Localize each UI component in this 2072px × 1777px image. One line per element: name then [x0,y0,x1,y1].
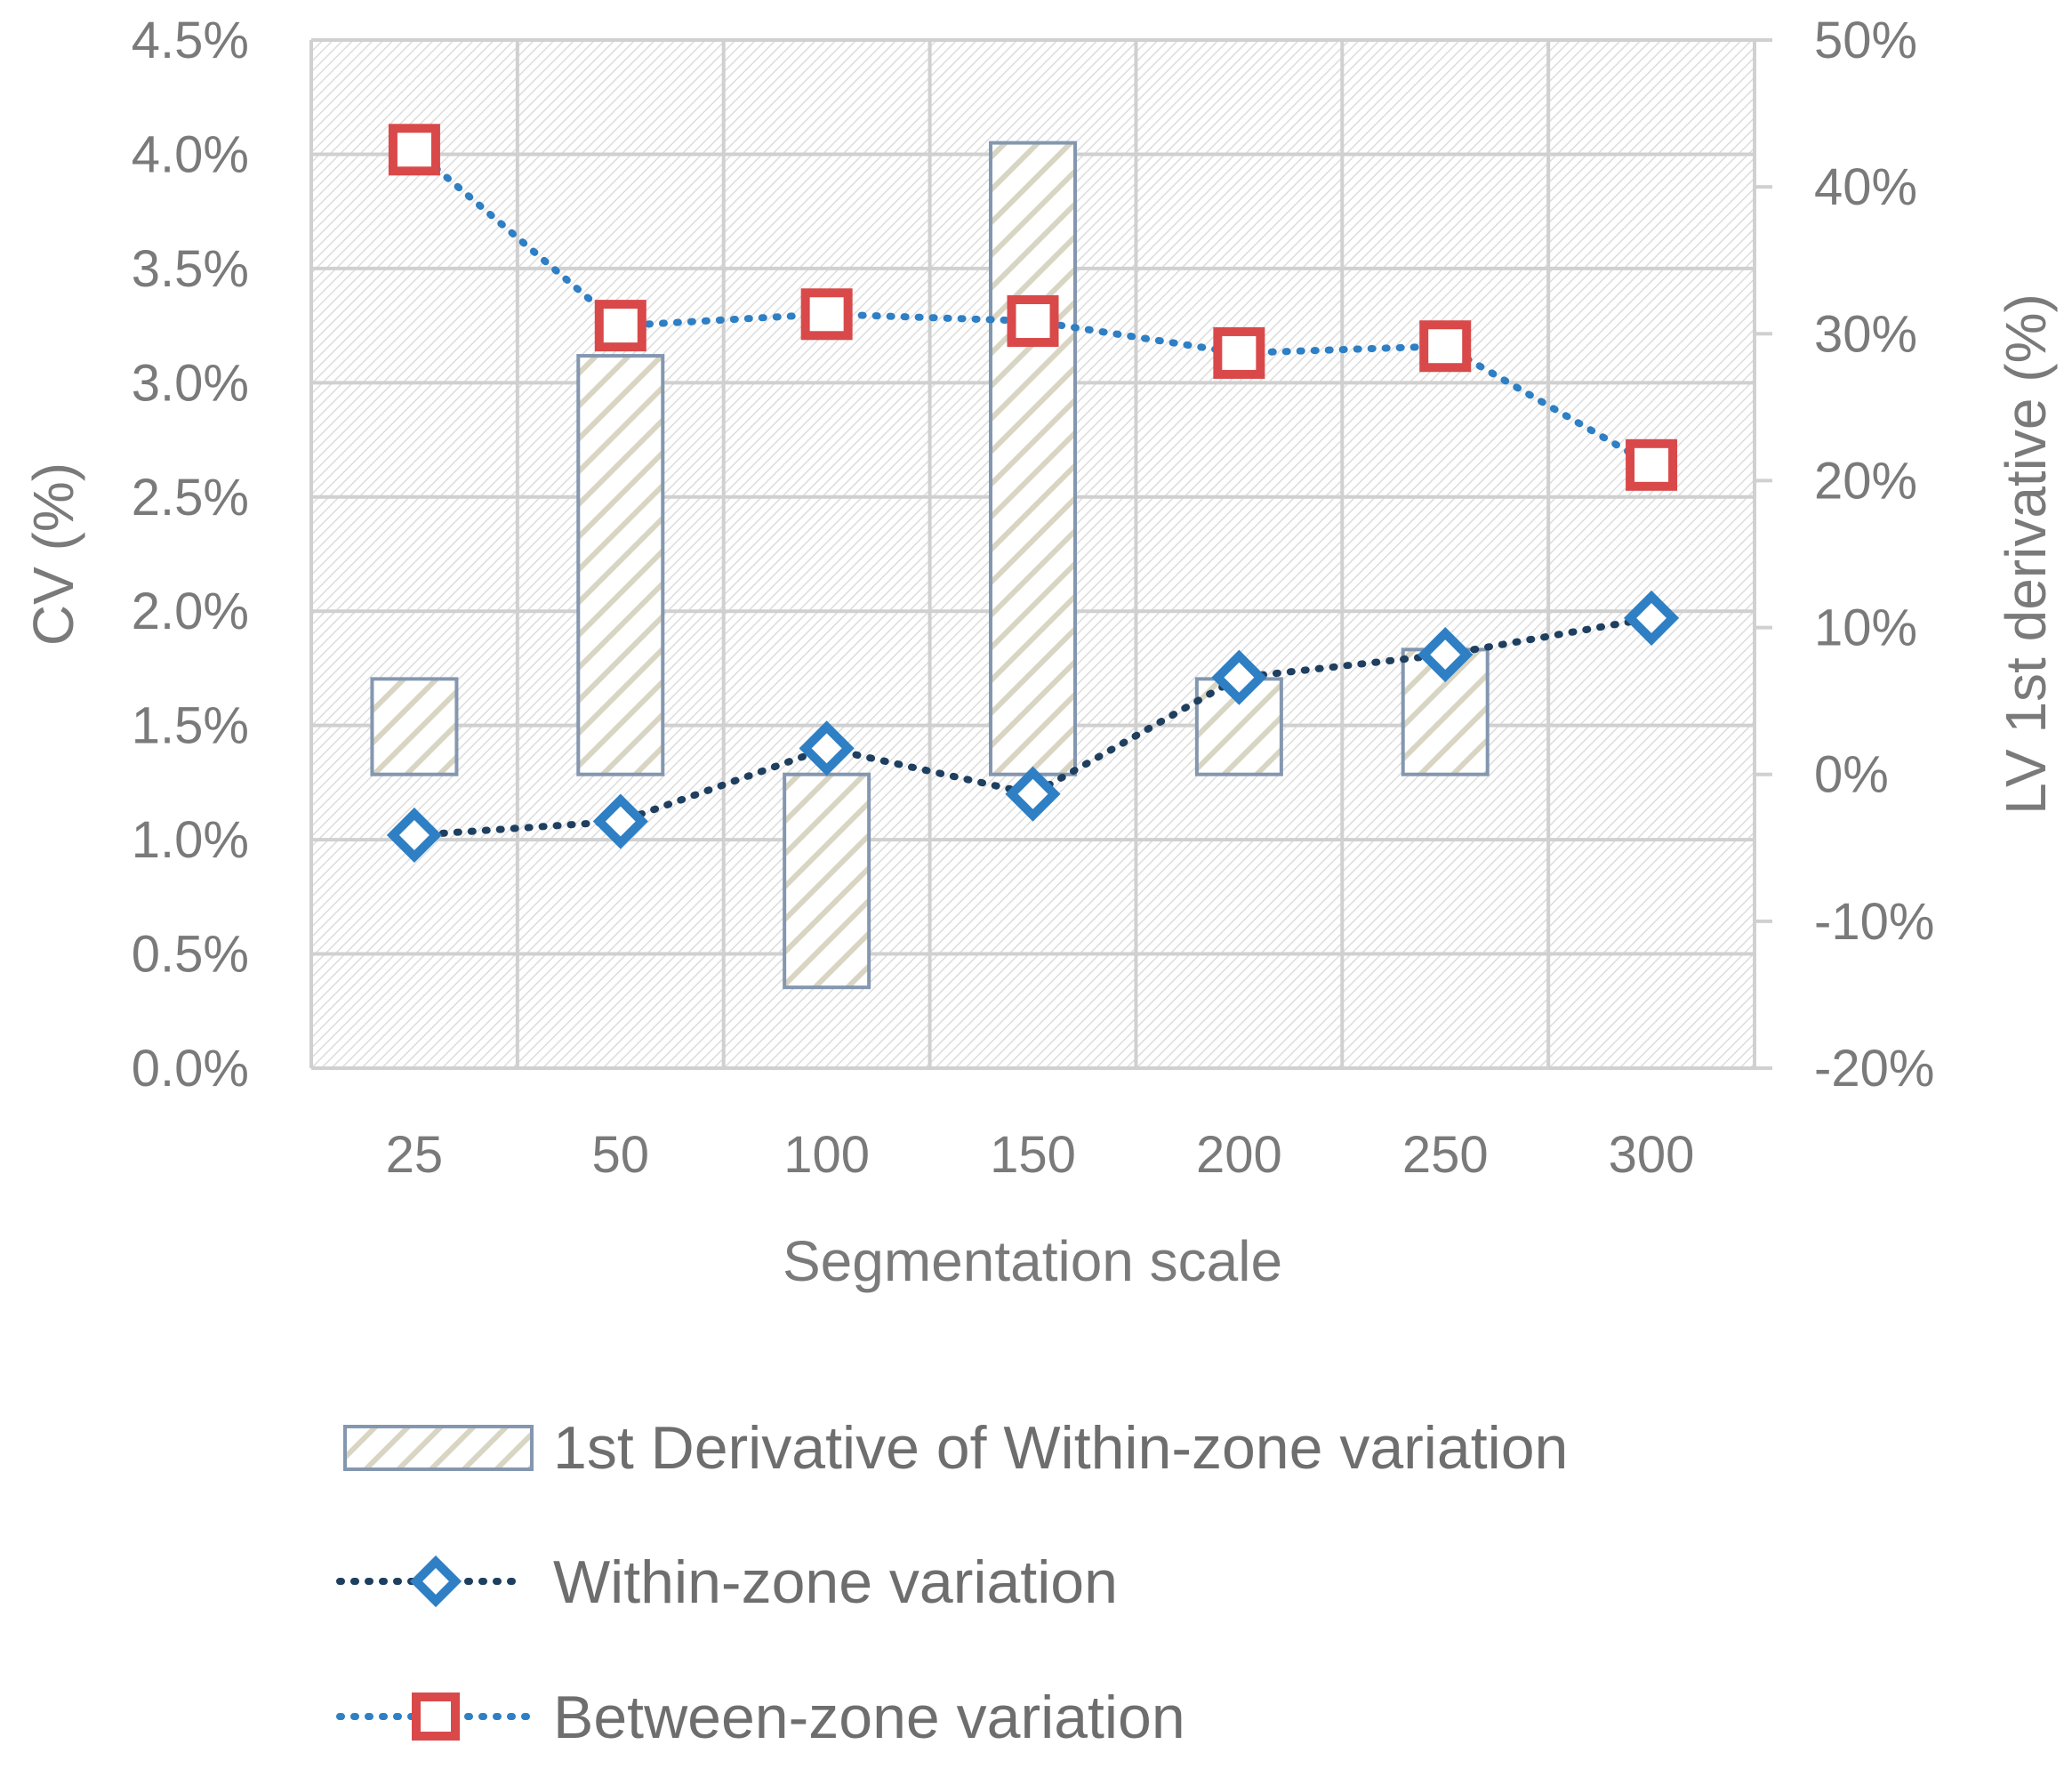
y2-tick-label: 40% [1814,158,1917,216]
y-tick-label: 3.5% [132,240,249,298]
x-axis-ticks: 25 50 100 150 200 250 300 [386,1126,1695,1184]
within-point[interactable] [1211,649,1267,705]
legend-diamond-icon [409,1555,462,1608]
between-point[interactable] [1626,438,1678,491]
between-point[interactable] [800,288,853,341]
legend-label-between: Between-zone variation [553,1684,1185,1751]
within-point[interactable] [592,793,648,849]
legend-item-within[interactable]: Within-zone variation [336,1548,1118,1616]
between-point[interactable] [1213,326,1265,379]
y-tick-label: 3.0% [132,354,249,412]
between-point[interactable] [388,124,440,176]
x-axis-title: Segmentation scale [783,1229,1282,1293]
y2-tick-label: 30% [1814,305,1917,363]
y-tick-label: 1.5% [132,697,249,755]
y-tick-label: 4.5% [132,12,249,69]
legend-item-between[interactable]: Between-zone variation [336,1684,1185,1751]
derivative-bar[interactable] [783,772,871,990]
line-series [386,124,1680,864]
legend-label-within: Within-zone variation [553,1548,1118,1616]
y-tick-label: 0.0% [132,1040,249,1098]
between-point[interactable] [1007,294,1059,347]
y-tick-label: 0.5% [132,926,249,984]
x-tick-label: 25 [386,1126,444,1184]
within-point[interactable] [1624,590,1680,646]
y-tick-label: 1.0% [132,811,249,869]
y2-tick-label: 0% [1814,746,1889,804]
y-tick-label: 4.0% [132,125,249,183]
y2-tick-label: -20% [1814,1040,1934,1098]
legend-square-icon [412,1693,460,1741]
derivative-bar[interactable] [989,141,1077,776]
legend-label-derivative: 1st Derivative of Within-zone variation [553,1414,1568,1482]
derivative-bar[interactable] [576,354,665,776]
y2-tick-label: 20% [1814,452,1917,510]
x-tick-label: 250 [1402,1126,1489,1184]
y2-tick-label: 50% [1814,12,1917,69]
y-tick-label: 2.5% [132,469,249,527]
y2-tick-label: -10% [1814,893,1934,951]
y2-axis-title: LV 1st derivative (%) [1994,293,2058,815]
y-axis-title: CV (%) [21,462,85,646]
left-axis-ticks: 0.0% 0.5% 1.0% 1.5% 2.0% 2.5% 3.0% 3.5% 4.0% 4.5% [132,12,249,1098]
x-tick-label: 150 [990,1126,1076,1184]
derivative-bar[interactable] [370,677,459,776]
x-tick-label: 200 [1196,1126,1282,1184]
legend-bar-swatch [343,1425,534,1471]
y2-tick-label: 10% [1814,599,1917,657]
y-tick-label: 2.0% [132,583,249,640]
bar-series [370,141,1490,990]
x-tick-label: 100 [783,1126,870,1184]
within-point[interactable] [1417,626,1474,683]
within-point[interactable] [386,807,442,864]
legend-item-derivative[interactable]: 1st Derivative of Within-zone variation [343,1414,1568,1482]
between-point[interactable] [1419,320,1472,373]
within-point[interactable] [1005,766,1061,822]
legend: 1st Derivative of Within-zone variation … [336,1414,1568,1751]
between-point[interactable] [594,300,646,352]
x-tick-label: 50 [592,1126,650,1184]
x-tick-label: 300 [1609,1126,1695,1184]
right-axis-ticks: -20% -10% 0% 10% 20% 30% 40% 50% [1755,12,1934,1098]
within-point[interactable] [799,720,855,776]
